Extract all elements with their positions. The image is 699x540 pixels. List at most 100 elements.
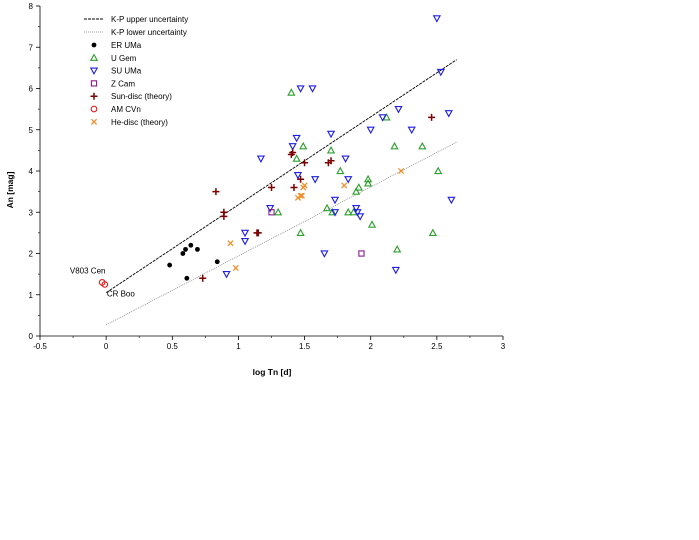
legend-label: Sun-disc (theory): [111, 92, 172, 101]
point-u-gem: [273, 207, 283, 216]
point-u-gem: [328, 207, 337, 216]
point-z-cam: [268, 209, 275, 216]
point-er-uma: [184, 275, 190, 281]
point-sun-disc-theory: [199, 274, 207, 282]
point-er-uma: [195, 246, 200, 252]
point-u-gem: [434, 166, 443, 175]
point-su-uma: [366, 126, 375, 135]
point-u-gem: [393, 245, 402, 253]
point-sun-disc-theory: [289, 148, 297, 156]
series-he-disc-theory: [227, 167, 405, 271]
point-u-gem: [428, 228, 438, 236]
legend: K-P upper uncertainty K-P lower uncertain…: [84, 15, 188, 127]
y-tick-label: 4: [29, 167, 34, 176]
point-su-uma: [378, 114, 387, 122]
point-er-uma: [167, 262, 173, 268]
point-su-uma: [407, 126, 416, 135]
legend-marker: [90, 92, 98, 100]
fit-line-lower: [105, 141, 457, 326]
x-tick-label: 2: [368, 342, 373, 351]
legend-marker: [90, 118, 98, 125]
point-he-disc-theory: [227, 240, 234, 247]
point-u-gem: [344, 207, 353, 216]
point-su-uma: [326, 130, 336, 139]
y-axis-title: An [mag]: [5, 171, 15, 208]
y-tick-label: 7: [29, 43, 34, 52]
data-points: [98, 15, 456, 288]
point-sun-disc-theory: [327, 157, 335, 165]
y-tick-label: 6: [29, 85, 34, 94]
legend-label: SU UMa: [111, 67, 142, 76]
annotation-label: V803 Cen: [70, 267, 106, 276]
point-er-uma: [188, 242, 194, 248]
x-axis: -0.5 0 0.5 1 1.5 2 2.5 3: [33, 336, 506, 351]
point-sun-disc-theory: [301, 159, 309, 167]
point-sun-disc-theory: [297, 175, 305, 183]
point-su-uma: [391, 266, 400, 275]
point-su-uma: [240, 229, 250, 238]
y-tick-label: 8: [29, 2, 34, 11]
y-tick-label: 2: [29, 250, 34, 259]
point-u-gem: [390, 141, 399, 150]
point-u-gem: [363, 179, 373, 187]
point-he-disc-theory: [298, 192, 305, 199]
point-su-uma: [355, 213, 365, 221]
x-tick-label: 2.5: [431, 342, 443, 351]
series-z-cam: [268, 209, 365, 257]
point-u-gem: [296, 228, 305, 236]
legend-label: ER UMa: [111, 41, 142, 50]
point-su-uma: [266, 205, 275, 213]
point-sun-disc-theory: [254, 229, 262, 237]
y-tick-label: 3: [29, 208, 34, 217]
x-axis-title: log Tn [d]: [253, 367, 292, 377]
point-su-uma: [447, 196, 456, 205]
point-am-cvn: [101, 281, 109, 288]
point-er-uma: [214, 259, 220, 265]
series-sun-disc-theory: [199, 113, 436, 282]
y-tick-label: 5: [29, 126, 34, 135]
legend-marker: [90, 105, 98, 113]
legend-label: K-P upper uncertainty: [111, 15, 188, 24]
plot-area: [39, 6, 503, 337]
point-su-uma: [292, 134, 301, 143]
y-tick-label: 1: [29, 291, 34, 300]
point-he-disc-theory: [300, 184, 307, 191]
fit-lines: [105, 59, 457, 326]
point-u-gem: [326, 146, 336, 154]
legend-marker: [91, 42, 97, 48]
point-su-uma: [240, 238, 250, 246]
point-su-uma: [330, 196, 340, 205]
point-su-uma: [293, 172, 303, 180]
series-su-uma: [222, 15, 456, 279]
point-su-uma: [341, 155, 350, 163]
point-z-cam: [358, 250, 365, 257]
point-su-uma: [296, 85, 305, 93]
legend-label: He-disc (theory): [111, 118, 168, 127]
point-u-gem: [299, 141, 308, 150]
point-su-uma: [394, 106, 403, 114]
point-sun-disc-theory: [290, 184, 298, 191]
legend-label: AM CVn: [111, 105, 141, 114]
point-su-uma: [444, 110, 453, 118]
point-he-disc-theory: [341, 182, 348, 189]
point-su-uma: [320, 250, 329, 258]
point-su-uma: [353, 209, 362, 217]
series-u-gem: [273, 88, 443, 253]
fit-line-upper: [105, 59, 457, 294]
point-u-gem: [354, 183, 363, 191]
point-sun-disc-theory: [268, 184, 275, 191]
point-u-gem: [336, 166, 345, 175]
point-u-gem: [322, 203, 332, 212]
series-er-uma: [167, 242, 220, 281]
legend-marker: [89, 67, 99, 75]
point-u-gem: [418, 141, 427, 150]
point-u-gem: [292, 154, 301, 162]
point-u-gem: [352, 187, 361, 195]
point-su-uma: [352, 205, 361, 213]
point-er-uma: [180, 251, 186, 256]
x-tick-label: 0: [104, 342, 109, 351]
x-tick-label: 1.5: [299, 342, 311, 351]
y-tick-label: 0: [29, 332, 34, 341]
legend-marker: [90, 80, 98, 87]
